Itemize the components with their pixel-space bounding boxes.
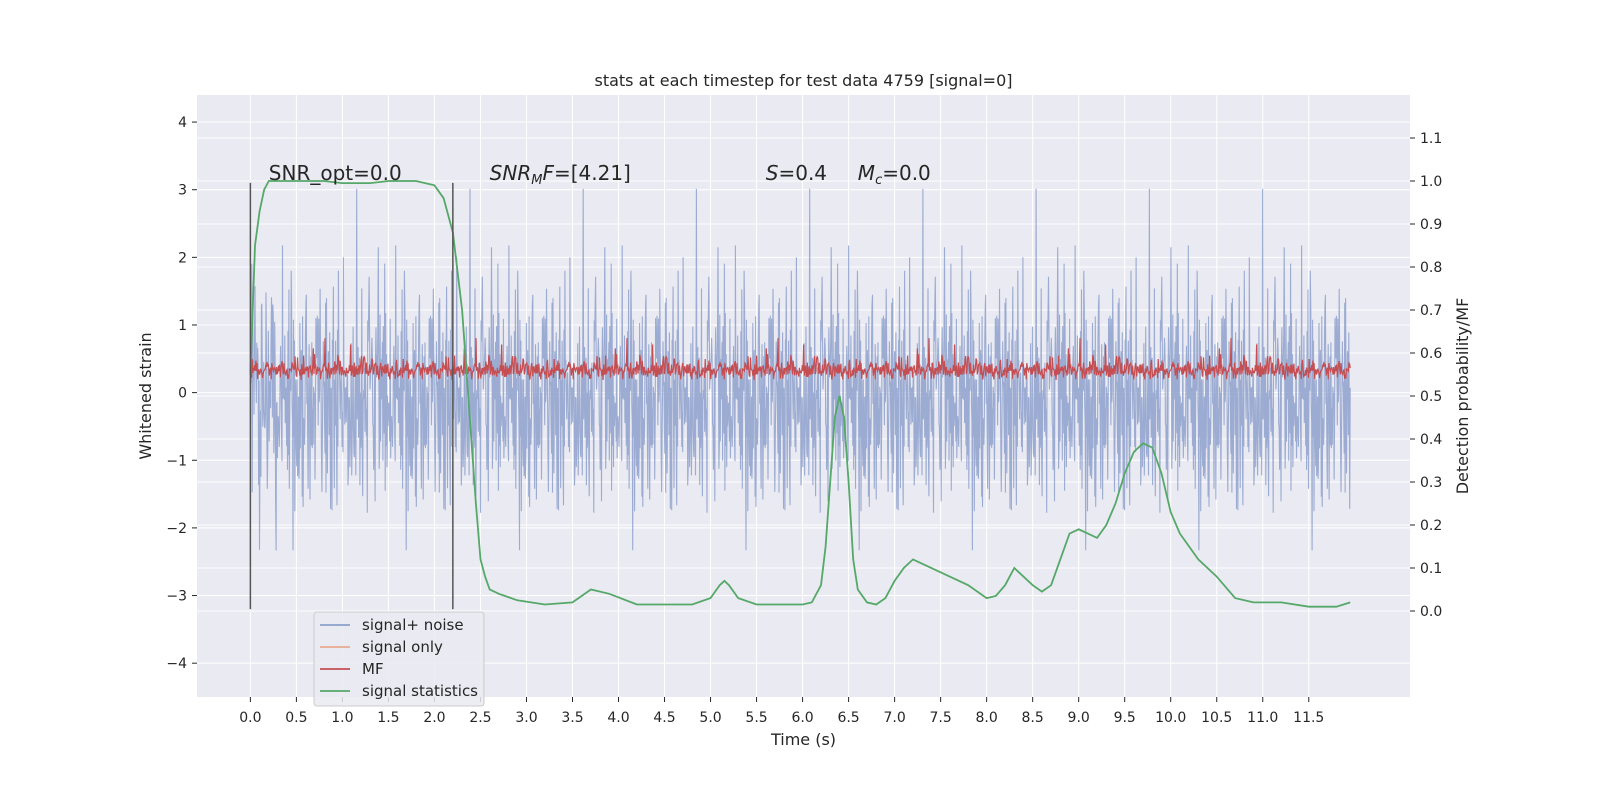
y2-tick-label: 1.0 [1420,174,1442,190]
x-tick-label: 7.0 [883,710,905,726]
x-axis-label: Time (s) [770,730,836,749]
vertical-markers [249,182,454,610]
y-axis-label: Whitened strain [136,332,155,459]
legend: signal+ noise signal only MF signal statist… [313,611,485,707]
y2-tick-label: 1.1 [1420,131,1442,147]
annotation-3: Mc=0.0 [858,161,931,188]
x-tick-label: 6.5 [837,710,859,726]
x-tick-label: 11.0 [1247,710,1278,726]
x-tick-label: 0.0 [239,710,261,726]
y2-tick-label: 0.2 [1420,518,1442,534]
x-tick-label: 5.5 [745,710,767,726]
y-tick-label: −3 [166,589,187,605]
y2-tick-label: 0.1 [1420,561,1442,577]
x-tick-label: 10.0 [1155,710,1186,726]
axes: 0.0 0.5 1.0 1.5 2.0 2.5 3.0 3.5 4.0 4.5 5.0 5.5 6.0 6… [166,115,1442,726]
x-tick-label: 8.5 [1022,710,1044,726]
y-tick-label: −1 [166,453,187,469]
x-tick-label: 1.0 [331,710,353,726]
series-layer [249,180,1351,608]
x-tick-label: 4.5 [653,710,675,726]
y2-tick-label: 0.3 [1420,475,1442,491]
y-tick-label: −2 [166,521,187,537]
x-tick-label: 9.0 [1068,710,1090,726]
annotation-2: S=0.4 [766,161,827,185]
y2-tick-label: 0.8 [1420,260,1442,276]
x-tick-label: 9.5 [1114,710,1136,726]
x-tick-label: 0.5 [285,710,307,726]
x-tick-label: 2.0 [423,710,445,726]
legend-label: signal only [362,638,443,656]
y2-tick-label: 0.6 [1420,346,1442,362]
y2-tick-label: 0.4 [1420,432,1442,448]
y2-tick-label: 0.0 [1420,604,1442,620]
chart-title: stats at each timestep for test data 475… [594,71,1012,90]
annotation-1: SNRMF=[4.21] [490,161,631,188]
annotations: SNR_opt=0.0 SNRMF=[4.21] S=0.4 Mc=0.0 [269,161,931,188]
legend-label: signal statistics [362,682,478,700]
series-signal-statistics [249,180,1351,608]
x-tick-label: 7.5 [929,710,951,726]
x-tick-label: 3.5 [561,710,583,726]
y2-tick-label: 0.9 [1420,217,1442,233]
x-tick-label: 1.5 [377,710,399,726]
y-tick-label: 0 [178,386,187,402]
y-tick-label: 1 [178,318,187,334]
y-tick-label: 4 [178,115,187,131]
x-tick-label: 8.0 [976,710,998,726]
x-tick-label: 5.0 [699,710,721,726]
x-tick-label: 2.5 [469,710,491,726]
legend-label: MF [362,660,384,678]
y-tick-label: 2 [178,250,187,266]
legend-box [313,611,485,707]
x-tick-label: 10.5 [1201,710,1232,726]
x-tick-label: 3.0 [515,710,537,726]
y2-axis-label: Detection probability/MF [1453,298,1472,495]
y-tick-label: 3 [178,183,187,199]
y-tick-label: −4 [166,656,187,672]
x-tick-label: 11.5 [1293,710,1324,726]
x-tick-label: 6.0 [791,710,813,726]
series-signal-noise [249,188,1351,551]
legend-label: signal+ noise [362,616,464,634]
y2-tick-label: 0.7 [1420,303,1442,319]
y2-tick-label: 0.5 [1420,389,1442,405]
series-mf [249,338,1351,380]
x-tick-label: 4.0 [607,710,629,726]
annotation-0: SNR_opt=0.0 [269,161,402,185]
